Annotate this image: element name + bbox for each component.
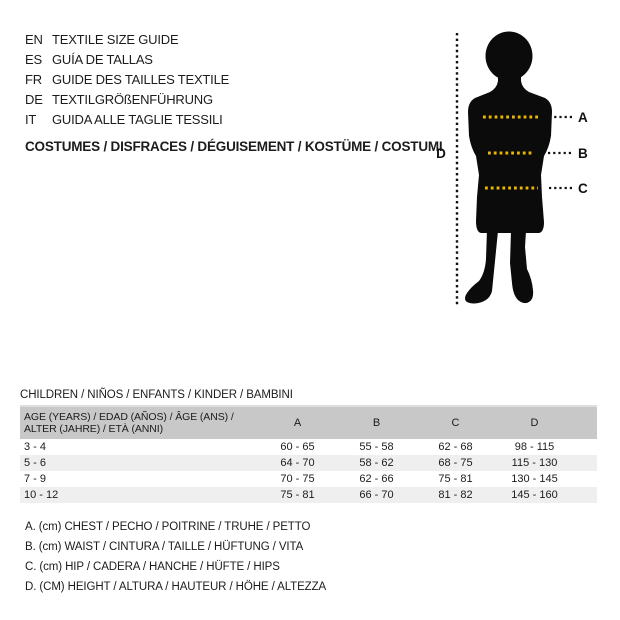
language-label: TEXTILE SIZE GUIDE bbox=[52, 32, 179, 47]
language-item: EN TEXTILE SIZE GUIDE bbox=[25, 30, 229, 50]
category-title: COSTUMES / DISFRACES / DÉGUISEMENT / KOS… bbox=[25, 139, 443, 154]
age-cell: 10 - 12 bbox=[24, 489, 59, 501]
language-item: FR GUIDE DES TAILLES TEXTILE bbox=[25, 70, 229, 90]
language-code: ES bbox=[25, 52, 42, 67]
chest-cell: 70 - 75 bbox=[280, 473, 315, 485]
language-item: ES GUÍA DE TALLAS bbox=[25, 50, 229, 70]
label-c: C bbox=[578, 181, 588, 196]
child-silhouette-icon bbox=[465, 31, 552, 304]
age-column-header: AGE (YEARS) / EDAD (AÑOS) / ÂGE (ANS) / … bbox=[20, 411, 258, 436]
language-label: GUÍA DE TALLAS bbox=[52, 52, 153, 67]
label-a: A bbox=[578, 110, 588, 125]
legend-hip: C. (cm) HIP / CADERA / HANCHE / HÜFTE / … bbox=[25, 561, 280, 573]
label-d: D bbox=[436, 146, 446, 161]
column-header-a: A bbox=[293, 417, 302, 429]
chest-cell: 64 - 70 bbox=[280, 457, 315, 469]
legend-height: D. (CM) HEIGHT / ALTURA / HAUTEUR / HÖHE… bbox=[25, 581, 327, 593]
chest-cell: 60 - 65 bbox=[280, 441, 315, 453]
waist-cell: 55 - 58 bbox=[359, 441, 394, 453]
hip-cell: 81 - 82 bbox=[438, 489, 473, 501]
language-list: EN TEXTILE SIZE GUIDE ES GUÍA DE TALLAS … bbox=[25, 30, 229, 130]
language-label: GUIDE DES TAILLES TEXTILE bbox=[52, 72, 230, 87]
language-code: DE bbox=[25, 92, 43, 107]
table-row: 5 - 6 64 - 70 58 - 62 68 - 75 115 - 130 bbox=[20, 455, 597, 471]
language-item: IT GUIDA ALLE TAGLIE TESSILI bbox=[25, 110, 229, 130]
height-cell: 98 - 115 bbox=[514, 441, 555, 453]
waist-cell: 66 - 70 bbox=[359, 489, 394, 501]
hip-cell: 75 - 81 bbox=[438, 473, 473, 485]
column-header-c: C bbox=[451, 417, 460, 429]
age-header-line1: AGE (YEARS) / EDAD (AÑOS) / ÂGE (ANS) / bbox=[24, 410, 234, 423]
height-cell: 115 - 130 bbox=[511, 457, 558, 469]
chest-cell: 75 - 81 bbox=[280, 489, 315, 501]
column-header-b: B bbox=[372, 417, 381, 429]
waist-cell: 62 - 66 bbox=[359, 473, 394, 485]
legend-waist: B. (cm) WAIST / CINTURA / TAILLE / HÜFTU… bbox=[25, 541, 304, 553]
language-code: IT bbox=[25, 112, 37, 127]
table-row: 7 - 9 70 - 75 62 - 66 75 - 81 130 - 145 bbox=[20, 471, 597, 487]
child-measurement-figure: D A B C bbox=[436, 31, 588, 307]
language-label: TEXTILGRÖßENFÜHRUNG bbox=[52, 92, 213, 107]
waist-cell: 58 - 62 bbox=[359, 457, 394, 469]
height-cell: 130 - 145 bbox=[511, 473, 558, 485]
label-b: B bbox=[578, 146, 588, 161]
column-header-d: D bbox=[530, 417, 539, 429]
legend-chest: A. (cm) CHEST / PECHO / POITRINE / TRUHE… bbox=[25, 521, 311, 533]
age-cell: 3 - 4 bbox=[24, 441, 47, 453]
table-row: 10 - 12 75 - 81 66 - 70 81 - 82 145 - 16… bbox=[20, 487, 597, 503]
hip-cell: 68 - 75 bbox=[438, 457, 473, 469]
age-cell: 5 - 6 bbox=[24, 457, 47, 469]
height-cell: 145 - 160 bbox=[511, 489, 558, 501]
table-title: CHILDREN / NIÑOS / ENFANTS / KINDER / BA… bbox=[20, 389, 293, 401]
language-item: DE TEXTILGRÖßENFÜHRUNG bbox=[25, 90, 229, 110]
size-table: AGE (YEARS) / EDAD (AÑOS) / ÂGE (ANS) / … bbox=[20, 405, 597, 503]
language-code: FR bbox=[25, 72, 42, 87]
size-table-section: CHILDREN / NIÑOS / ENFANTS / KINDER / BA… bbox=[20, 388, 597, 503]
age-header-line2: ALTER (JAHRE) / ETÀ (ANNI) bbox=[24, 423, 163, 435]
table-header-row: AGE (YEARS) / EDAD (AÑOS) / ÂGE (ANS) / … bbox=[20, 405, 597, 439]
age-cell: 7 - 9 bbox=[24, 473, 47, 485]
language-code: EN bbox=[25, 32, 43, 47]
hip-cell: 62 - 68 bbox=[438, 441, 473, 453]
table-row: 3 - 4 60 - 65 55 - 58 62 - 68 98 - 115 bbox=[20, 439, 597, 455]
measurement-legend: A. (cm) CHEST / PECHO / POITRINE / TRUHE… bbox=[25, 517, 326, 597]
language-label: GUIDA ALLE TAGLIE TESSILI bbox=[52, 112, 223, 127]
